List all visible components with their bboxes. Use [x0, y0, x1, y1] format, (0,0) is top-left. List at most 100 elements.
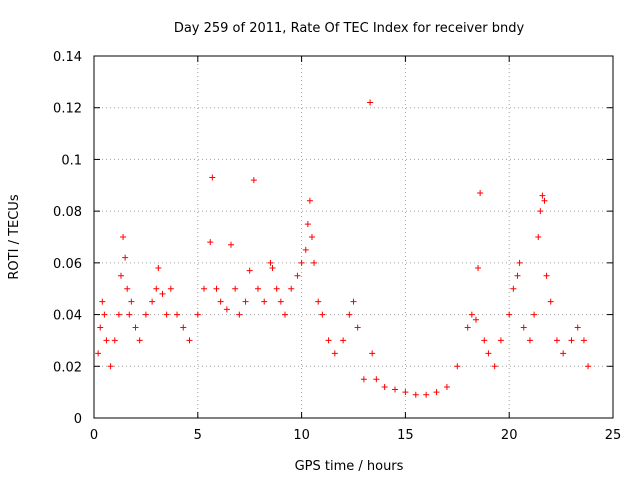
data-point: [186, 337, 193, 344]
data-point: [510, 285, 517, 292]
x-tick-label: 25: [605, 428, 622, 443]
data-point: [288, 285, 295, 292]
data-point: [306, 197, 313, 204]
data-point: [373, 376, 380, 383]
y-tick-label: 0.02: [53, 360, 82, 375]
y-tick-label: 0.04: [53, 309, 82, 324]
data-point: [497, 337, 504, 344]
x-tick-label: 20: [501, 428, 518, 443]
data-point: [304, 221, 311, 228]
data-point: [180, 324, 187, 331]
data-point: [136, 337, 143, 344]
data-point: [423, 391, 430, 398]
data-point: [369, 350, 376, 357]
data-point: [236, 311, 243, 318]
data-point: [340, 337, 347, 344]
data-point: [433, 389, 440, 396]
data-point: [174, 311, 181, 318]
data-point: [228, 241, 235, 248]
x-tick-label: 5: [194, 428, 202, 443]
data-point: [101, 311, 108, 318]
data-point: [124, 285, 131, 292]
data-point: [242, 298, 249, 305]
data-point: [217, 298, 224, 305]
data-point: [128, 298, 135, 305]
data-point: [477, 190, 484, 197]
x-axis-label: GPS time / hours: [295, 459, 404, 474]
y-tick-label: 0.1: [61, 153, 82, 168]
data-point: [443, 383, 450, 390]
data-point: [201, 285, 208, 292]
data-point: [472, 316, 479, 323]
data-point: [331, 350, 338, 357]
data-point: [514, 272, 521, 279]
data-point: [163, 311, 170, 318]
data-point: [539, 192, 546, 199]
data-point: [475, 265, 482, 272]
data-point: [115, 311, 122, 318]
data-point: [255, 285, 262, 292]
data-point: [481, 337, 488, 344]
data-point: [491, 363, 498, 370]
y-axis-label: ROTI / TECUs: [7, 194, 22, 279]
data-point: [267, 259, 274, 266]
data-point: [302, 246, 309, 253]
data-point: [580, 337, 587, 344]
grid-layer: [94, 56, 613, 418]
data-point: [149, 298, 156, 305]
data-point: [543, 272, 550, 279]
data-point: [194, 311, 201, 318]
x-tick-label: 15: [397, 428, 414, 443]
data-point: [223, 306, 230, 313]
data-point: [541, 197, 548, 204]
data-point: [103, 337, 110, 344]
data-point: [155, 265, 162, 272]
data-point: [298, 259, 305, 266]
data-point: [468, 311, 475, 318]
data-point: [454, 363, 461, 370]
data-point: [97, 324, 104, 331]
axis-ticks: 0 5 10 15 20 25 0 0.02 0.04 0.06 0.08 0.1 0.12 0.14: [53, 50, 621, 443]
data-point: [325, 337, 332, 344]
data-point: [531, 311, 538, 318]
data-point: [209, 174, 216, 181]
data-point: [159, 290, 166, 297]
data-point: [311, 259, 318, 266]
data-point: [126, 311, 133, 318]
data-point: [485, 350, 492, 357]
data-point: [346, 311, 353, 318]
data-point: [402, 389, 409, 396]
data-point: [308, 234, 315, 240]
data-point: [553, 337, 560, 344]
data-point: [319, 311, 326, 318]
y-tick-label: 0.14: [53, 50, 82, 65]
data-point: [213, 285, 220, 292]
data-point: [132, 324, 139, 331]
plot-frame: [93, 55, 614, 419]
x-tick-label: 10: [293, 428, 310, 443]
data-point: [464, 324, 471, 331]
data-point: [381, 383, 388, 390]
data-point: [142, 311, 149, 318]
data-point: [560, 350, 567, 357]
y-tick-label: 0: [74, 412, 82, 427]
data-point: [120, 234, 127, 240]
data-markers: [95, 99, 592, 398]
y-tick-label: 0.08: [53, 205, 82, 220]
data-point: [520, 324, 527, 331]
y-tick-label: 0.12: [53, 102, 82, 117]
data-point: [95, 350, 102, 357]
data-point: [261, 298, 268, 305]
data-point: [111, 337, 118, 344]
data-point: [350, 298, 357, 305]
data-point: [568, 337, 575, 344]
data-point: [107, 363, 114, 370]
data-point: [250, 177, 257, 184]
data-point: [232, 285, 239, 292]
data-point: [516, 259, 523, 266]
data-point: [273, 285, 280, 292]
data-point: [99, 298, 106, 305]
data-point: [574, 324, 581, 331]
data-point: [392, 386, 399, 393]
data-point: [360, 376, 367, 383]
